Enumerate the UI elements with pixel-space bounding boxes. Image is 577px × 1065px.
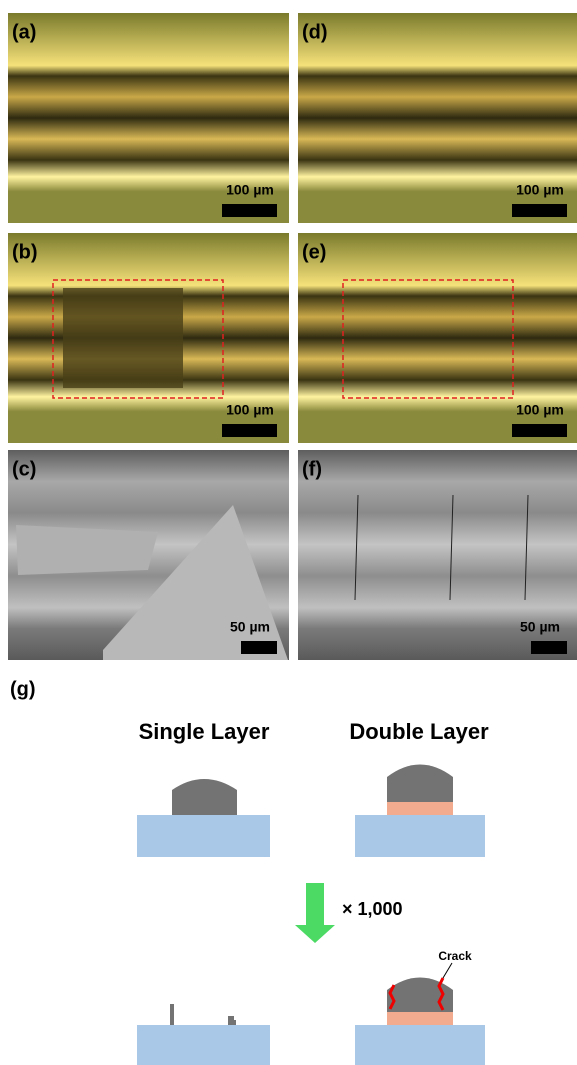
scale-bar-label: 50 µm	[230, 619, 270, 635]
scale-bar	[222, 204, 277, 217]
figure: (a) 100 µm (b) 100 µm (c) 50 µm (d) 100 µm (e) 10…	[0, 0, 577, 1065]
scale-bar-label: 100 µm	[516, 182, 564, 198]
panel-label: (g)	[10, 678, 36, 700]
panel-label: (e)	[302, 241, 326, 263]
arrow	[295, 883, 335, 943]
panels: (a) 100 µm (b) 100 µm (c) 50 µm (d) 100 µm (e) 10…	[8, 13, 577, 660]
scale-bar	[222, 424, 277, 437]
page: (a) 100 µm (b) 100 µm (c) 50 µm (d) 100 µm (e) 10…	[0, 0, 577, 1065]
degraded-region	[63, 288, 183, 388]
scale-bar-label: 100 µm	[516, 402, 564, 418]
scale-bar-label: 100 µm	[226, 182, 274, 198]
layer	[172, 779, 237, 815]
layer	[387, 802, 453, 815]
layer	[387, 1012, 453, 1025]
schematic: (g) Single Layer Double Layer × 1,000 Cr…	[10, 678, 489, 1065]
column-title: Double Layer	[349, 719, 489, 744]
panel-label: (c)	[12, 458, 36, 480]
annotation: Crack	[438, 949, 472, 963]
column-title: Single Layer	[139, 719, 270, 744]
substrate	[137, 1025, 270, 1065]
panel-label: (a)	[12, 21, 36, 43]
residue	[170, 1004, 236, 1025]
substrate	[355, 1025, 485, 1065]
scale-bar-label: 100 µm	[226, 402, 274, 418]
scale-bar-label: 50 µm	[520, 619, 560, 635]
scale-bar	[512, 424, 567, 437]
scale-bar	[512, 204, 567, 217]
crack	[390, 985, 394, 1009]
substrate	[137, 815, 270, 857]
flake	[16, 525, 158, 575]
scale-bar	[241, 641, 277, 654]
panel-label: (b)	[12, 241, 38, 263]
panel-label: (f)	[302, 458, 322, 480]
leader-line	[443, 963, 452, 978]
step-label: × 1,000	[342, 899, 403, 919]
layer	[387, 765, 453, 803]
substrate	[355, 815, 485, 857]
scale-bar	[531, 641, 567, 654]
panel-label: (d)	[302, 21, 328, 43]
